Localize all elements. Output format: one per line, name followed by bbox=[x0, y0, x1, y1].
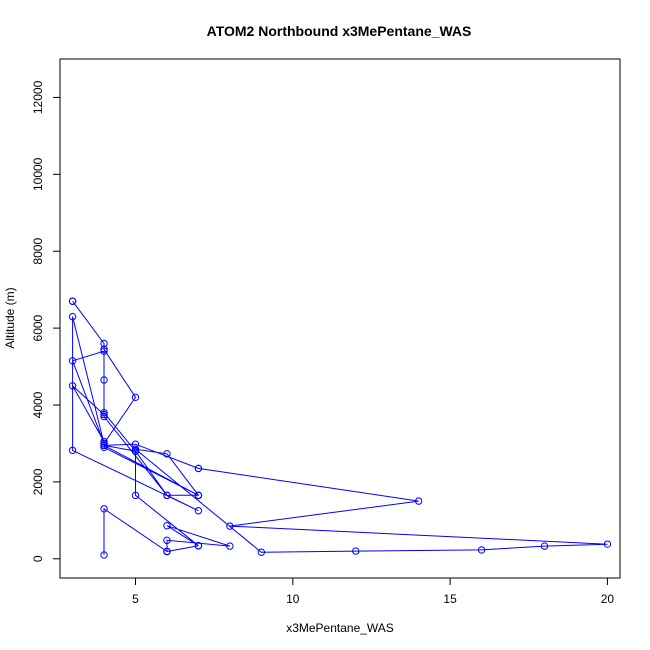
data-point bbox=[100, 443, 108, 451]
plot-frame bbox=[59, 58, 621, 579]
data-point bbox=[68, 312, 77, 321]
data-point bbox=[163, 536, 171, 545]
y-tick-label: 4000 bbox=[31, 391, 45, 418]
data-point bbox=[257, 548, 266, 556]
data-point bbox=[100, 376, 108, 384]
x-tick-label: 10 bbox=[286, 592, 300, 606]
data-point bbox=[100, 551, 108, 559]
y-tick-label: 6000 bbox=[31, 314, 45, 341]
y-tick-label: 0 bbox=[31, 555, 45, 562]
y-axis-label: Altitude (m) bbox=[3, 287, 17, 348]
data-point bbox=[194, 542, 203, 550]
data-point bbox=[68, 357, 77, 365]
chart-title: ATOM2 Northbound x3MePentane_WAS bbox=[207, 23, 472, 39]
series-line bbox=[71, 300, 608, 555]
data-point bbox=[477, 546, 486, 554]
y-tick-label: 12000 bbox=[31, 80, 45, 114]
x-tick-label: 20 bbox=[601, 592, 615, 606]
data-point bbox=[603, 540, 612, 548]
data-point bbox=[194, 491, 203, 500]
data-point bbox=[100, 439, 108, 448]
data-point bbox=[68, 297, 77, 305]
data-point bbox=[131, 440, 140, 448]
data-point bbox=[131, 447, 140, 455]
x-axis: 5 10 15 20 bbox=[132, 577, 615, 606]
data-point bbox=[163, 450, 171, 458]
data-point bbox=[414, 497, 423, 505]
data-point bbox=[100, 339, 108, 348]
series-layer bbox=[68, 297, 612, 559]
data-point bbox=[100, 441, 108, 450]
y-tick-label: 10000 bbox=[31, 157, 45, 191]
data-point bbox=[194, 507, 203, 515]
data-point bbox=[68, 382, 77, 390]
x-tick-label: 15 bbox=[443, 592, 457, 606]
data-point bbox=[100, 347, 108, 355]
data-point bbox=[100, 408, 108, 417]
data-point bbox=[100, 505, 108, 513]
data-point bbox=[68, 446, 77, 455]
data-point bbox=[131, 445, 140, 453]
data-point bbox=[226, 542, 234, 550]
data-point bbox=[131, 393, 140, 402]
y-tick-label: 2000 bbox=[31, 468, 45, 495]
data-point bbox=[100, 345, 108, 353]
data-point bbox=[100, 437, 108, 446]
data-point bbox=[540, 542, 549, 550]
x-axis-label: x3MePentane_WAS bbox=[286, 621, 394, 635]
data-point bbox=[226, 522, 234, 530]
data-point bbox=[163, 522, 171, 530]
data-point bbox=[100, 412, 108, 421]
data-point bbox=[352, 547, 360, 555]
data-point bbox=[100, 410, 108, 419]
data-point bbox=[163, 491, 171, 500]
y-axis: 0 2000 4000 6000 8000 10000 12000 bbox=[31, 80, 61, 562]
data-point bbox=[163, 547, 171, 556]
x-tick-label: 5 bbox=[132, 592, 139, 606]
y-tick-label: 8000 bbox=[31, 238, 45, 265]
data-point bbox=[194, 464, 203, 473]
data-point bbox=[131, 491, 140, 500]
